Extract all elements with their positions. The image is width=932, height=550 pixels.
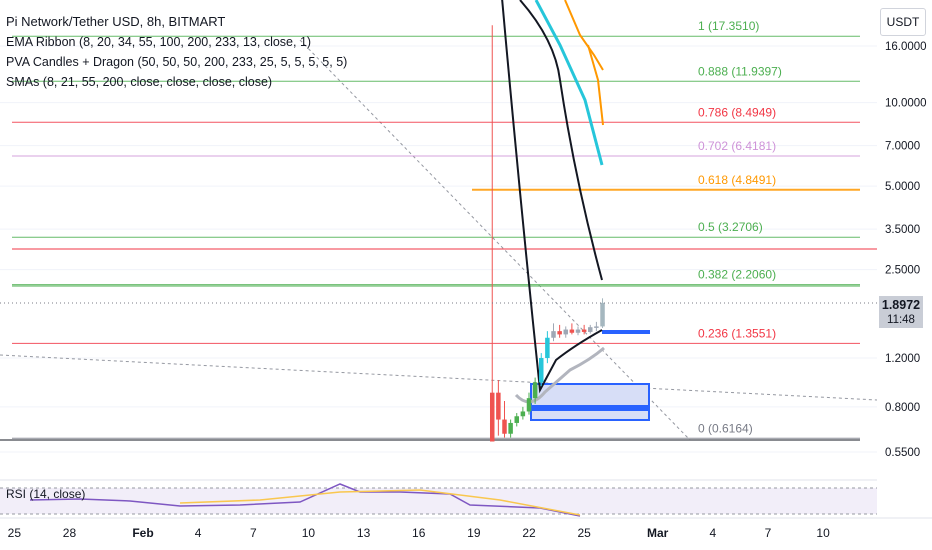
legend-title[interactable]: Pi Network/Tether USD, 8h, BITMART xyxy=(6,14,226,29)
price-axis-tick: 3.5000 xyxy=(885,224,920,236)
price-axis-tick: 1.2000 xyxy=(885,353,920,365)
time-axis-label: Mar xyxy=(647,526,669,540)
fib-level-label: 0.702 (6.4181) xyxy=(698,139,776,153)
ema-long-line xyxy=(519,0,603,281)
candle-body xyxy=(545,337,550,359)
bar-countdown: 11:48 xyxy=(887,314,915,326)
ema-short-line xyxy=(501,0,603,394)
candle-body xyxy=(594,326,599,328)
rsi-ma-line xyxy=(179,489,581,516)
time-axis-label: 25 xyxy=(577,526,591,540)
candle-body xyxy=(539,358,544,383)
fib-level-label: 0.236 (1.3551) xyxy=(698,326,776,340)
supply-zone-band xyxy=(602,330,650,334)
price-axis-tick: 2.5000 xyxy=(885,265,920,277)
chart-legend: Pi Network/Tether USD, 8h, BITMART EMA R… xyxy=(6,12,347,92)
time-axis-label: 22 xyxy=(522,526,536,540)
time-axis-label: Feb xyxy=(132,526,153,540)
price-axis-tick: 5.0000 xyxy=(885,181,920,193)
main-pane xyxy=(0,0,877,480)
time-axis-label: 13 xyxy=(357,526,371,540)
candle-body xyxy=(588,327,593,332)
fib-level-label: 0.382 (2.2060) xyxy=(698,268,776,282)
time-axis-label: 7 xyxy=(250,526,257,540)
price-axis-tick: 10.0000 xyxy=(885,98,927,110)
rsi-line xyxy=(29,483,581,517)
currency-unit-button[interactable]: USDT xyxy=(880,8,926,36)
candle-body xyxy=(520,411,526,417)
sma-cyan-line xyxy=(534,0,604,166)
candle-body xyxy=(581,329,587,332)
time-axis-label: 10 xyxy=(302,526,316,540)
legend-ema-ribbon[interactable]: EMA Ribbon (8, 20, 34, 55, 100, 200, 233… xyxy=(6,35,312,49)
fib-level-label: 1 (17.3510) xyxy=(698,19,759,33)
candle-body xyxy=(496,392,501,420)
price-axis-tick: 0.5500 xyxy=(885,447,920,459)
legend-pva-candles[interactable]: PVA Candles + Dragon (50, 50, 50, 200, 2… xyxy=(6,55,348,69)
rsi-label: RSI (14, close) xyxy=(6,487,85,501)
fib-level-label: 0 (0.6164) xyxy=(698,421,753,435)
candle-body xyxy=(502,419,507,434)
candle-body xyxy=(514,416,519,423)
candle-body xyxy=(557,331,562,335)
time-axis-label: 19 xyxy=(467,526,481,540)
candle-body xyxy=(489,392,495,442)
sma-orange-line-1 xyxy=(564,0,604,71)
price-axis-tick: 0.8000 xyxy=(885,402,920,414)
current-price-value: 1.8972 xyxy=(881,298,921,312)
fib-level-label: 0.618 (4.8491) xyxy=(698,173,776,187)
candle-body xyxy=(551,331,556,338)
time-axis-label: 4 xyxy=(709,526,716,540)
price-axis-tick: 16.0000 xyxy=(885,41,927,53)
candle-body xyxy=(600,302,605,327)
time-axis-label: 16 xyxy=(412,526,426,540)
fib-level-label: 0.5 (3.2706) xyxy=(698,220,763,234)
candle-body xyxy=(563,329,569,335)
legend-smas[interactable]: SMAs (8, 21, 55, 200, close, close, clos… xyxy=(6,75,273,89)
demand-zone-band xyxy=(531,405,649,411)
time-axis-label: 28 xyxy=(63,526,77,540)
time-axis-label: 4 xyxy=(195,526,202,540)
time-axis-label: 10 xyxy=(816,526,830,540)
current-price-tag: 1.8972 11:48 xyxy=(879,296,923,328)
fib-level-label: 0.786 (8.4949) xyxy=(698,105,776,119)
candle-body xyxy=(569,329,575,333)
demand-zone-box xyxy=(530,383,650,421)
candle-body xyxy=(526,398,532,412)
price-axis-tick: 7.0000 xyxy=(885,141,920,153)
candle-body xyxy=(508,422,513,434)
sma-gray-line xyxy=(514,346,605,404)
candle-body xyxy=(575,329,581,333)
time-axis-label: 25 xyxy=(8,526,22,540)
fib-level-label: 0.888 (11.9397) xyxy=(698,64,782,78)
candle-body xyxy=(532,382,538,399)
trendline-horizontal xyxy=(0,354,878,401)
time-axis-label: 7 xyxy=(765,526,772,540)
sma-orange-line-2 xyxy=(587,44,604,126)
